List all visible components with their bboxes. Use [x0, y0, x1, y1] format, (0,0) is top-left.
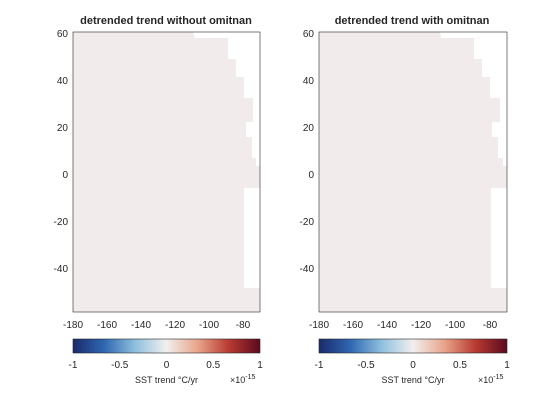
right-colorbar-bar [318, 338, 508, 354]
left-x-tick-label: -100 [199, 320, 219, 331]
left-colorbar-tick: -0.5 [111, 360, 129, 371]
right-y-tick-label: -40 [300, 264, 315, 275]
right-colorbar-tick: 1 [504, 360, 510, 371]
right-colorbar-label: SST trend °C/yr [382, 375, 445, 385]
right-x-tick-label: -120 [411, 320, 431, 331]
right-y-tick-label: -20 [300, 217, 315, 228]
right-land-mask [415, 32, 507, 166]
right-y-tick-label: 20 [303, 123, 315, 134]
left-axes-box [72, 31, 261, 313]
left-panel: detrended trend without omitnan -180 -16… [54, 15, 261, 331]
left-colorbar-tick: 0.5 [206, 360, 220, 371]
left-x-tick-label: -80 [236, 320, 251, 331]
left-x-tick-label: -160 [97, 320, 117, 331]
right-colorbar-tick: 0 [410, 360, 416, 371]
right-y-ticks: -40 -20 0 20 40 60 [300, 29, 315, 275]
left-y-tick-label: 0 [62, 170, 68, 181]
right-x-tick-label: -80 [483, 320, 498, 331]
left-y-tick-label: 20 [57, 123, 69, 134]
right-ocean-field [319, 32, 507, 312]
left-colorbar-bar [72, 338, 261, 354]
right-x-tick-label: -180 [309, 320, 329, 331]
left-colorbar: -1 -0.5 0 0.5 1 SST trend °C/yr ×10-15 [69, 338, 263, 385]
left-x-tick-label: -140 [131, 320, 151, 331]
right-panel: detrended trend with omitnan -180 -160 -… [300, 15, 508, 331]
right-y-tick-label: 60 [303, 29, 315, 40]
left-panel-title: detrended trend without omitnan [80, 15, 252, 27]
right-colorbar-tick: -0.5 [357, 360, 375, 371]
left-colorbar-exponent: ×10-15 [230, 374, 256, 385]
right-panel-title: detrended trend with omitnan [335, 15, 490, 27]
right-x-tick-label: -160 [343, 320, 363, 331]
right-colorbar-tick: 0.5 [453, 360, 467, 371]
left-y-tick-label: -20 [54, 217, 69, 228]
right-axes-box [318, 31, 508, 313]
left-y-tick-label: -40 [54, 264, 69, 275]
left-ocean-field [73, 32, 260, 312]
right-x-tick-label: -140 [377, 320, 397, 331]
left-y-ticks: -40 -20 0 20 40 60 [54, 29, 69, 275]
right-x-ticks: -180 -160 -140 -120 -100 -80 [309, 320, 498, 331]
left-y-tick-label: 40 [57, 76, 69, 87]
right-x-tick-label: -100 [445, 320, 465, 331]
left-land-mask-south [244, 188, 260, 288]
left-colorbar-tick: 1 [257, 360, 263, 371]
right-colorbar-tick: -1 [315, 360, 324, 371]
left-colorbar-tick: 0 [164, 360, 170, 371]
right-colorbar-exponent: ×10-15 [478, 374, 504, 385]
right-y-tick-label: 0 [308, 170, 314, 181]
left-x-tick-label: -180 [63, 320, 83, 331]
left-x-ticks: -180 -160 -140 -120 -100 -80 [63, 320, 251, 331]
left-colorbar-tick: -1 [69, 360, 78, 371]
right-y-tick-label: 40 [303, 76, 315, 87]
left-y-tick-label: 60 [57, 29, 69, 40]
right-colorbar: -1 -0.5 0 0.5 1 SST trend °C/yr ×10-15 [315, 338, 510, 385]
left-colorbar-label: SST trend °C/yr [135, 375, 198, 385]
right-land-mask-south [491, 188, 507, 288]
left-land-mask [169, 32, 260, 166]
left-x-tick-label: -120 [165, 320, 185, 331]
